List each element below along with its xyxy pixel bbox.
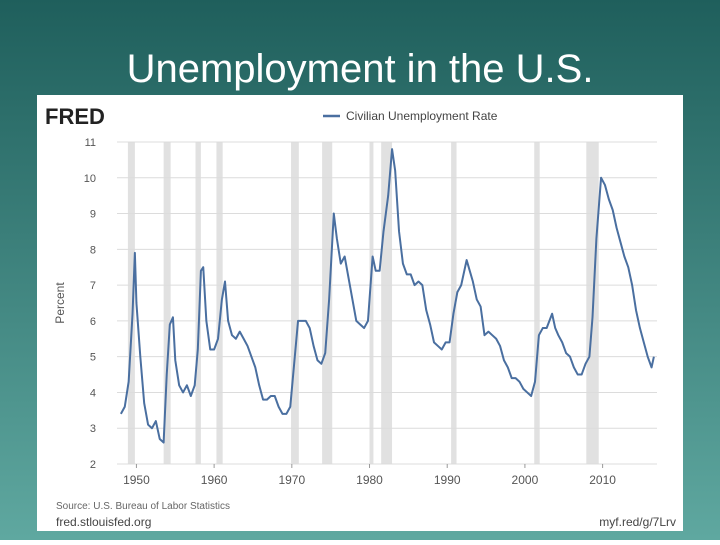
recession-band	[127, 142, 135, 464]
x-tick-label: 1950	[123, 473, 150, 487]
slide-title: Unemployment in the U.S.	[127, 47, 594, 91]
y-axis-label: Percent	[53, 282, 67, 324]
data-line	[120, 148, 655, 444]
y-tick-label: 7	[90, 280, 96, 292]
x-tick-label: 1960	[201, 473, 228, 487]
recession-band	[451, 142, 457, 464]
recession-band	[195, 142, 201, 464]
y-tick-label: 11	[85, 137, 96, 149]
y-tick-label: 3	[90, 423, 96, 435]
brand-logo: FRED	[45, 104, 105, 129]
footer-left: fred.stlouisfed.org	[56, 515, 151, 529]
recession-band	[163, 142, 171, 464]
recession-band	[381, 142, 393, 464]
recession-band	[369, 142, 374, 464]
x-tick-label: 2000	[512, 473, 539, 487]
legend-label: Civilian Unemployment Rate	[346, 109, 498, 123]
x-tick-label: 2010	[589, 473, 616, 487]
y-tick-label: 9	[90, 209, 96, 221]
y-tick-label: 10	[84, 173, 96, 185]
recession-band	[534, 142, 540, 464]
chart-panel	[37, 95, 683, 531]
y-tick-label: 2	[90, 459, 96, 471]
footer-right: myf.red/g/7Lrv	[599, 515, 676, 529]
recession-band	[291, 142, 299, 464]
y-tick-label: 6	[90, 316, 96, 328]
source: Source: U.S. Bureau of Labor Statistics	[56, 501, 230, 512]
y-tick-label: 4	[90, 387, 96, 399]
x-tick-label: 1970	[278, 473, 305, 487]
y-tick-label: 5	[90, 352, 96, 364]
recession-band	[322, 142, 333, 464]
x-tick-label: 1990	[434, 473, 461, 487]
recession-band	[216, 142, 223, 464]
y-tick-label: 8	[90, 244, 96, 256]
x-tick-label: 1980	[356, 473, 383, 487]
